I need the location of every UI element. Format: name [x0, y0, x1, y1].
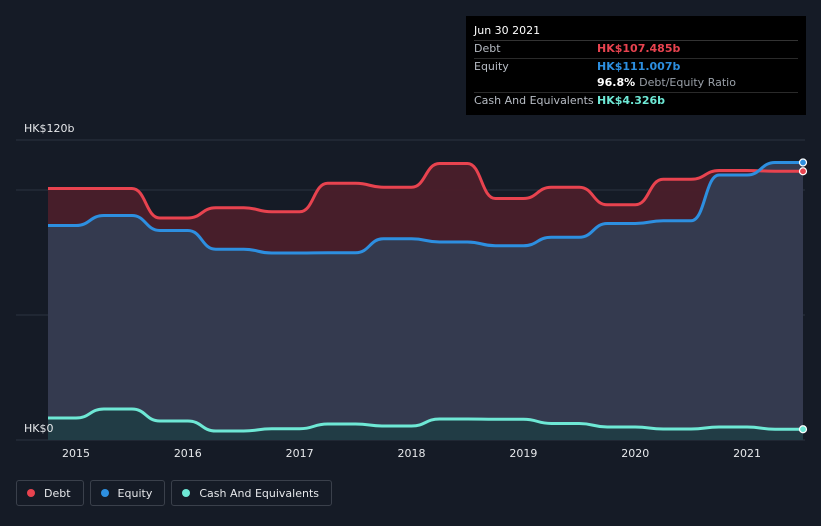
legend-equity-label: Equity [117, 486, 153, 500]
legend-debt-label: Debt [44, 486, 71, 500]
x-tick-2015: 2015 [62, 447, 90, 460]
tooltip-ratio-row: 96.8% Debt/Equity Ratio [474, 75, 798, 93]
x-tick-2021: 2021 [733, 447, 761, 460]
debt-line [48, 162, 803, 220]
cash-end-marker [798, 425, 808, 434]
tooltip-debt-value: HK$107.485b [597, 42, 681, 55]
tooltip-cash-label: Cash And Equivalents [474, 93, 594, 107]
tooltip-debt-row: Debt HK$107.485b [474, 41, 798, 59]
equity-dot-icon [100, 489, 109, 497]
tooltip-ratio-label: Debt/Equity Ratio [639, 76, 736, 89]
tooltip-debt-label: Debt [474, 42, 501, 55]
tooltip-cash-value: HK$4.326b [597, 93, 666, 107]
legend-item-equity[interactable]: Equity [89, 480, 166, 506]
y-axis-min-label: HK$0 [24, 422, 54, 435]
x-tick-2020: 2020 [621, 447, 649, 460]
tooltip-date: Jun 30 2021 [474, 24, 798, 41]
tooltip-equity-label: Equity [474, 59, 509, 73]
series-areas [48, 162, 803, 440]
tooltip-equity-value: HK$111.007b [597, 59, 681, 73]
legend-item-cash[interactable]: Cash And Equivalents [171, 480, 332, 506]
tooltip-ratio-value: 96.8% [597, 76, 636, 89]
series-end-markers [798, 158, 808, 434]
equity-end-marker [798, 158, 808, 167]
x-tick-2017: 2017 [286, 447, 314, 460]
cash-dot-icon [182, 489, 191, 497]
equity-line [47, 160, 803, 255]
series-lines [47, 160, 803, 433]
chart-legend: Debt Equity Cash And Equivalents [16, 480, 332, 506]
tooltip-cash-row: Cash And Equivalents HK$4.326b [474, 93, 798, 110]
legend-item-debt[interactable]: Debt [16, 480, 84, 506]
tooltip-panel: Jun 30 2021 Debt HK$107.485b Equity HK$1… [466, 16, 806, 115]
tooltip-equity-row: Equity HK$111.007b [474, 59, 798, 76]
x-axis-ticks: 2015 2016 2017 2018 2019 2020 2021 [62, 447, 761, 460]
y-axis-max-label: HK$120b [24, 122, 75, 135]
legend-cash-label: Cash And Equivalents [199, 486, 319, 500]
equity-area [48, 162, 803, 440]
x-tick-2016: 2016 [174, 447, 202, 460]
debt-dot-icon [27, 489, 35, 497]
x-tick-2019: 2019 [509, 447, 537, 460]
debt-end-marker [798, 167, 808, 176]
cash-line [48, 407, 803, 433]
x-tick-2018: 2018 [398, 447, 426, 460]
